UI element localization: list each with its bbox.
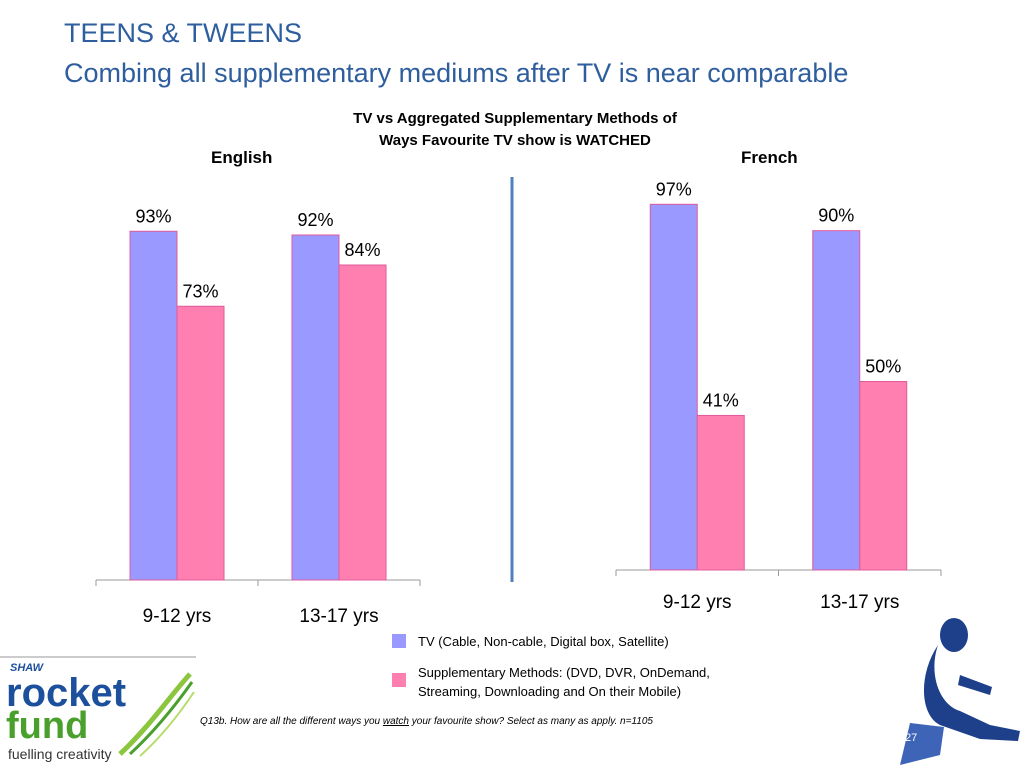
data-label-english-tv-1: 93%: [135, 206, 171, 226]
data-label-english-supplementary-1: 73%: [182, 281, 218, 301]
footnote-text-end: your favourite show? Select as many as a…: [409, 716, 653, 727]
bar-french-supplementary-1: [696, 414, 745, 571]
data-label-french-supplementary-2: 50%: [865, 357, 901, 377]
category-label-english-1: 9-12 yrs: [143, 606, 212, 627]
legend-label-supplementary: Supplementary Methods: (DVD, DVR, OnDema…: [418, 663, 710, 701]
data-label-english-supplementary-2: 84%: [344, 240, 380, 260]
teen-silhouette-icon: [900, 618, 1020, 765]
legend-swatch-tv: [392, 634, 406, 648]
slide-title: TEENS & TWEENS: [64, 18, 303, 48]
chart-title-line1: TV vs Aggregated Supplementary Methods o…: [353, 110, 677, 127]
legend-label-tv: TV (Cable, Non-cable, Digital box, Satel…: [418, 632, 669, 651]
page-number: 27: [905, 732, 918, 744]
logo-tagline: fuelling creativity: [8, 746, 112, 762]
footnote-underlined-word: watch: [382, 716, 409, 727]
bar-english-tv-1: [129, 230, 178, 581]
chart-title: TV vs Aggregated Supplementary Methods o…: [300, 108, 730, 152]
logo-shaw-text: SHAW: [10, 662, 43, 674]
legend-item-tv: TV (Cable, Non-cable, Digital box, Satel…: [392, 632, 669, 651]
rocket-fund-logo: [0, 656, 196, 757]
bar-french-tv-1: [649, 203, 698, 571]
legend-swatch-supplementary: [392, 673, 406, 687]
category-label-english-2: 13-17 yrs: [299, 606, 378, 627]
rocket-swoosh-icon: [118, 672, 192, 756]
bar-english-supplementary-2: [338, 264, 387, 581]
logo-rocket-text: rocket: [6, 671, 127, 715]
logo-fund-text: fund: [6, 705, 89, 747]
legend-label-supplementary-line2: Streaming, Downloading and On their Mobi…: [418, 684, 682, 699]
bar-english-supplementary-1: [176, 305, 225, 581]
data-label-french-tv-1: 97%: [656, 179, 692, 199]
legend-item-supplementary: Supplementary Methods: (DVD, DVR, OnDema…: [392, 663, 710, 701]
bar-french-tv-2: [812, 230, 861, 571]
slide-subtitle: Combing all supplementary mediums after …: [64, 58, 849, 88]
bar-english-tv-2: [291, 234, 340, 581]
panel-label-french: French: [741, 148, 798, 167]
data-label-french-tv-2: 90%: [818, 206, 854, 226]
category-label-french-1: 9-12 yrs: [663, 592, 732, 613]
bar-french-supplementary-2: [859, 381, 908, 571]
data-label-french-supplementary-1: 41%: [703, 390, 739, 410]
panel-label-english: English: [211, 148, 273, 167]
legend-label-tv-line1: TV (Cable, Non-cable, Digital box, Satel…: [418, 634, 669, 649]
footnote-text-start: Q13b. How are all the different ways you: [200, 716, 383, 727]
data-label-english-tv-2: 92%: [297, 210, 333, 230]
legend-label-supplementary-line1: Supplementary Methods: (DVD, DVR, OnDema…: [418, 665, 710, 680]
category-label-french-2: 13-17 yrs: [820, 592, 899, 613]
chart-title-line2: Ways Favourite TV show is WATCHED: [379, 132, 651, 149]
footnote: Q13b. How are all the different ways you…: [200, 716, 653, 727]
